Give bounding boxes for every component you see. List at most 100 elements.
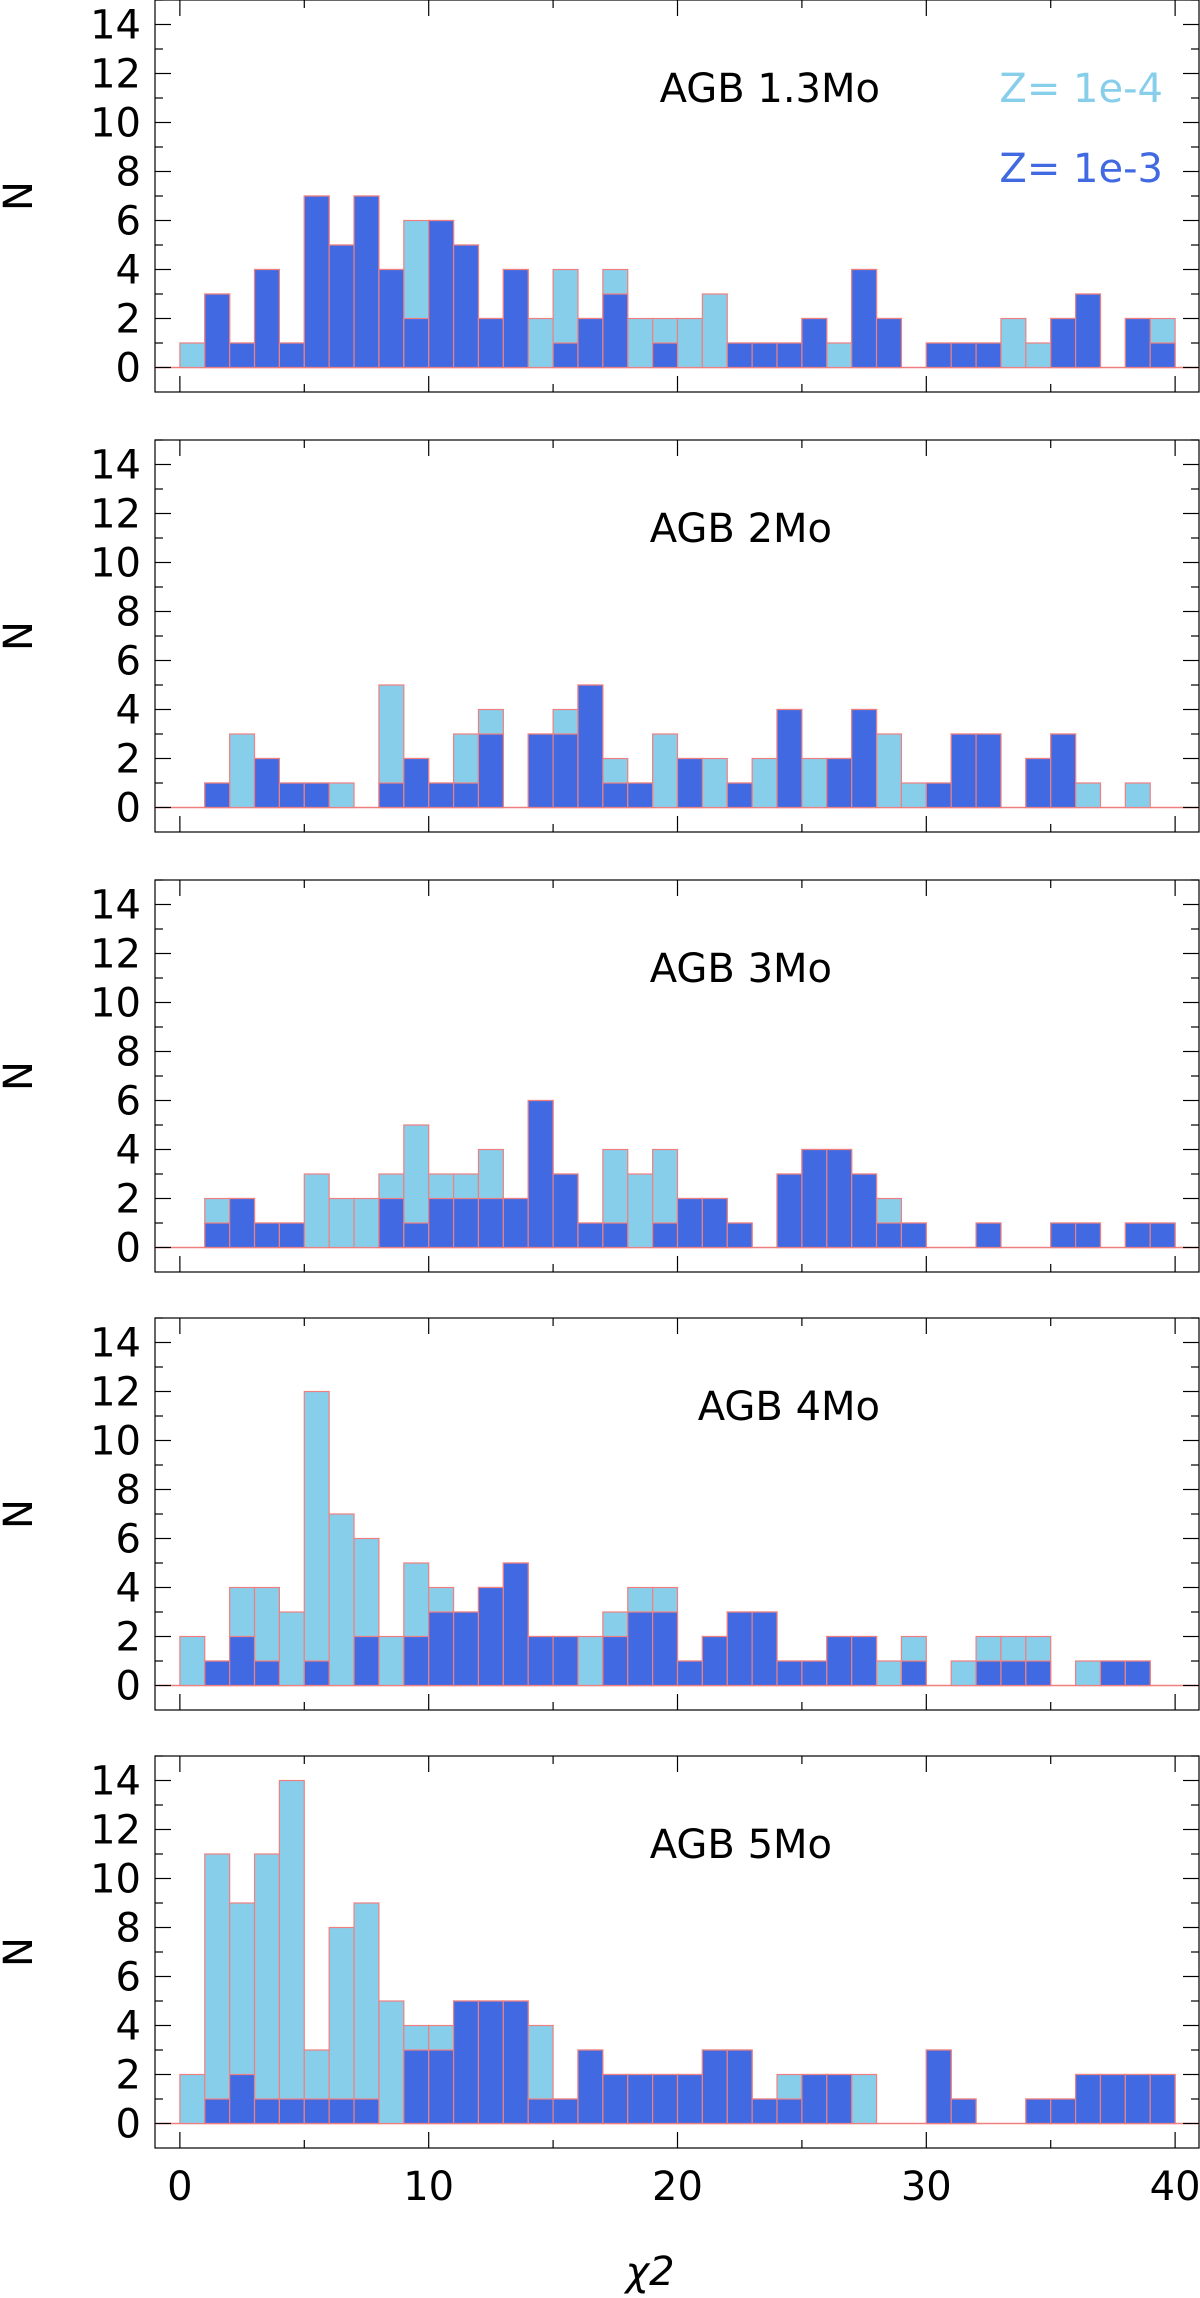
x-tick-label-40: 40 [1150,2164,1200,2210]
y-tick-label-2-2: 2 [116,737,141,783]
bar-panel5-series2-bin1 [204,2098,231,2125]
legend-entry-2: Z= 1e-3 [999,146,1163,192]
bar-panel2-series2-bin9 [403,757,430,809]
bar-panel3-series2-bin25 [801,1148,828,1249]
bar-panel2-series2-bin8 [378,782,405,809]
bar-panel1-series1-bin20 [676,317,703,369]
y-tick-label-2-10: 10 [90,541,141,587]
bar-panel4-series2-bin10 [428,1611,455,1687]
bar-panel3-series2-bin12 [477,1197,504,1249]
bar-panel5-series2-bin31 [950,2098,977,2125]
bar-panel3-series1-bin5 [303,1173,330,1249]
bar-panel4-series2-bin11 [452,1611,480,1687]
bar-panel5-series2-bin25 [801,2073,828,2125]
bar-panel5-series2-bin39 [1149,2073,1176,2125]
bar-panel5-series2-bin23 [751,2098,778,2125]
y-tick-label-2-6: 6 [116,639,141,685]
bar-panel3-series1-bin18 [627,1173,654,1249]
y-tick-label-3-14: 14 [90,883,141,929]
bar-panel5-series2-bin11 [452,2000,480,2125]
bar-panel5-series2-bin10 [428,2049,455,2125]
bar-panel2-series2-bin22 [726,782,753,809]
bar-panel1-series2-bin36 [1074,293,1102,369]
bar-panel2-series2-bin5 [303,782,330,809]
bar-panel5-series2-bin7 [353,2098,380,2125]
bar-panel1-series2-bin12 [477,317,504,369]
bar-panel5-series1-bin1 [204,1853,231,2125]
bar-panel1-series2-bin17 [602,293,629,369]
bar-panel3-series2-bin32 [975,1222,1002,1249]
bar-panel3-series2-bin38 [1124,1222,1151,1249]
panel-title-1: AGB 1.3Mo [660,66,880,112]
bar-panel5-series1-bin8 [378,2000,405,2125]
bar-panel4-series2-bin26 [826,1635,853,1687]
y-tick-label-5-0: 0 [116,2102,141,2148]
bar-panel4-series2-bin5 [303,1660,330,1687]
x-tick-label-20: 20 [652,2164,703,2210]
bar-panel2-series2-bin26 [826,757,853,809]
bar-panel5-series2-bin37 [1099,2073,1126,2125]
bar-panel4-series2-bin12 [477,1586,504,1687]
bar-panel3-series2-bin27 [851,1173,878,1249]
bar-panel5-series1-bin0 [179,2073,206,2125]
bar-panel2-series2-bin16 [577,684,604,809]
bar-panel3-series2-bin28 [875,1222,903,1249]
bar-panel2-series1-bin28 [875,733,903,809]
bar-panel3-series2-bin26 [826,1148,853,1249]
bar-panel4-series1-bin4 [278,1611,305,1687]
x-tick-label-30: 30 [901,2164,952,2210]
bar-panel3-series2-bin9 [403,1222,430,1249]
bar-panel4-series2-bin17 [602,1635,629,1687]
bar-panel2-series2-bin4 [278,782,305,809]
bar-panel5-series2-bin34 [1025,2098,1052,2125]
bar-panel5-series2-bin24 [776,2098,803,2125]
y-tick-label-2-4: 4 [116,688,141,734]
bar-panel4-series2-bin25 [801,1660,828,1687]
bar-panel2-series2-bin11 [452,782,480,809]
bar-panel5-series2-bin2 [229,2073,256,2125]
bar-panel4-series2-bin29 [900,1660,927,1687]
bar-panel1-series2-bin10 [428,219,455,369]
bar-panel1-series1-bin26 [826,342,853,369]
bar-panel4-series1-bin0 [179,1635,206,1687]
y-axis-label-5: N [0,1937,42,1967]
bar-panel1-series2-bin8 [378,268,405,369]
bar-panel3-series2-bin8 [378,1197,405,1249]
y-tick-label-3-12: 12 [90,932,141,978]
bar-panel3-series2-bin29 [900,1222,927,1249]
y-tick-label-5-12: 12 [90,1808,141,1854]
bar-panel5-series2-bin18 [627,2073,654,2125]
y-axis-label-3: N [0,1061,42,1091]
bar-panel3-series2-bin1 [204,1222,231,1249]
bar-panel5-series2-bin26 [826,2073,853,2125]
bar-panel4-series1-bin28 [875,1660,903,1687]
bar-panel2-series1-bin25 [801,757,828,809]
y-tick-label-5-14: 14 [90,1759,141,1805]
panel-title-3: AGB 3Mo [650,946,832,992]
bar-panel3-series1-bin6 [328,1197,355,1249]
bar-panel2-series2-bin15 [552,733,579,809]
bar-panel1-series2-bin31 [950,342,977,369]
bar-panel4-series2-bin27 [851,1635,878,1687]
bar-panel1-series2-bin16 [577,317,604,369]
bar-panel3-series1-bin7 [353,1197,380,1249]
bar-panel2-series1-bin29 [900,782,927,809]
bar-panel4-series2-bin15 [552,1635,579,1687]
panel-title-4: AGB 4Mo [698,1384,880,1430]
y-tick-label-4-6: 6 [116,1517,141,1563]
bar-panel1-series2-bin5 [303,195,330,369]
y-tick-label-1-6: 6 [116,199,141,245]
bar-panel1-series1-bin21 [701,293,728,369]
panel-title-2: AGB 2Mo [650,506,832,552]
bar-panel5-series2-bin15 [552,2098,579,2125]
y-tick-label-4-4: 4 [116,1566,141,1612]
bar-panel1-series2-bin23 [751,342,778,369]
bar-panel2-series1-bin2 [229,733,256,809]
bar-panel3-series2-bin16 [577,1222,604,1249]
bar-panel4-series2-bin13 [502,1562,529,1687]
y-axis-label-1: N [0,181,42,211]
bar-panel4-series1-bin6 [328,1513,355,1687]
y-tick-label-1-4: 4 [116,248,141,294]
bar-panel1-series2-bin28 [875,317,903,369]
bar-panel2-series2-bin35 [1050,733,1077,809]
